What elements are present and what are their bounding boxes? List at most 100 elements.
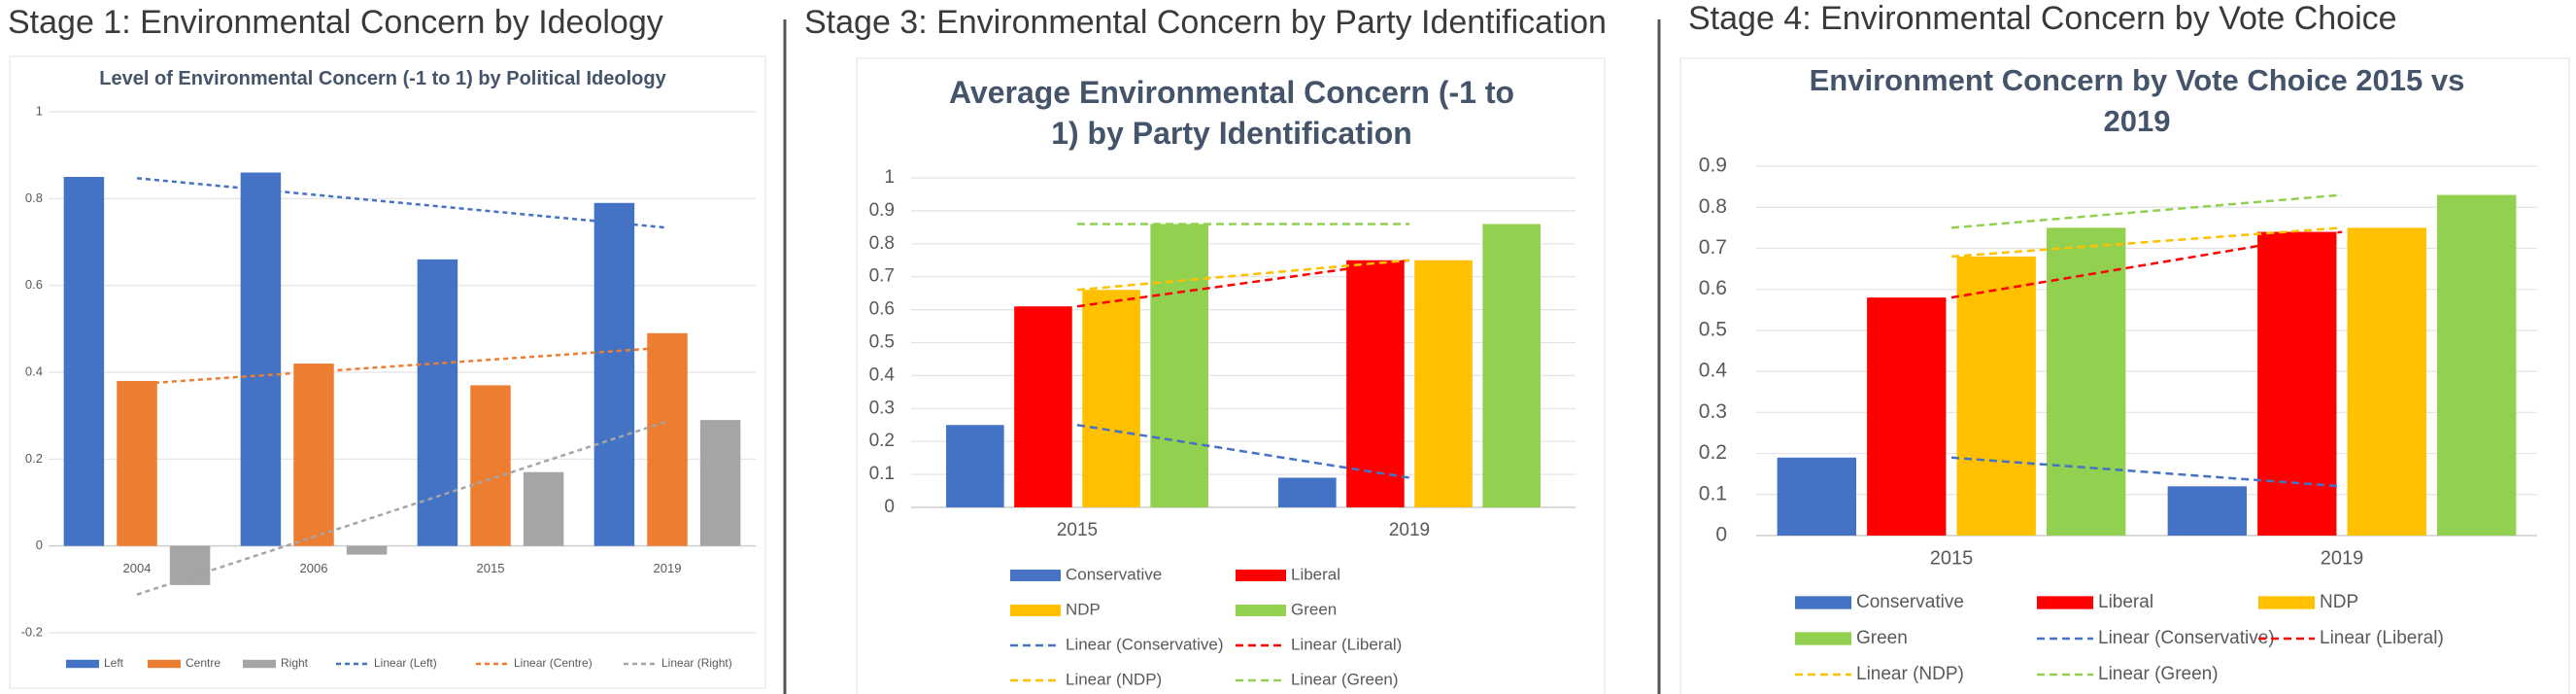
bar bbox=[1278, 477, 1337, 507]
y-tick-label: 0.7 bbox=[869, 266, 895, 287]
y-tick-label: 0.7 bbox=[1699, 236, 1727, 259]
y-tick-label: 0.4 bbox=[25, 364, 43, 378]
bar bbox=[1414, 260, 1473, 507]
bar bbox=[593, 202, 635, 546]
legend-label: Linear (Conservative) bbox=[1066, 635, 1224, 653]
trendline bbox=[136, 346, 668, 386]
y-tick-label: 0.5 bbox=[869, 332, 895, 353]
chart-title: Average Environmental Concern (-1 to 1) … bbox=[948, 75, 1515, 151]
legend-label: Liberal bbox=[2098, 592, 2153, 612]
y-tick-label: 0.6 bbox=[869, 299, 895, 320]
legend-label: Linear (NDP) bbox=[1856, 664, 1964, 684]
legend-label: Right bbox=[281, 656, 309, 670]
legend-label: Linear (Liberal) bbox=[1291, 635, 1402, 653]
trendline bbox=[1950, 456, 2343, 488]
y-tick-label: 0 bbox=[884, 497, 895, 517]
bar bbox=[2167, 486, 2247, 536]
trendline bbox=[1076, 424, 1410, 479]
legend-label: Linear (Green) bbox=[2098, 664, 2219, 684]
x-tick-label: 2006 bbox=[300, 561, 328, 575]
x-tick-label: 2019 bbox=[1389, 520, 1430, 540]
bar bbox=[470, 385, 511, 546]
legend-label: Conservative bbox=[1066, 565, 1162, 583]
legend-label: Green bbox=[1856, 628, 1908, 648]
legend-label: Centre bbox=[186, 656, 220, 670]
legend-label: Green bbox=[1291, 600, 1337, 618]
legend-swatch bbox=[66, 659, 99, 669]
legend-label: Linear (Right) bbox=[661, 656, 732, 670]
trendline bbox=[1950, 226, 2343, 259]
y-tick-label: 0.2 bbox=[25, 451, 43, 466]
bar bbox=[1482, 224, 1541, 507]
bar bbox=[1867, 297, 1947, 536]
legend-swatch bbox=[243, 659, 276, 669]
legend-swatch bbox=[1010, 605, 1061, 616]
legend-swatch bbox=[1010, 570, 1061, 581]
bar bbox=[417, 259, 458, 546]
y-tick-label: 0.3 bbox=[869, 398, 895, 418]
bar bbox=[117, 380, 157, 546]
x-tick-label: 2015 bbox=[1057, 520, 1098, 540]
chart-title: Level of Environmental Concern (-1 to 1)… bbox=[99, 68, 666, 89]
y-tick-label: 0.2 bbox=[869, 431, 895, 451]
bar bbox=[1956, 256, 2036, 536]
y-tick-label: 0 bbox=[36, 538, 43, 552]
chart-title: Environment Concern by Vote Choice 2015 … bbox=[1809, 63, 2465, 138]
y-tick-label: 0.1 bbox=[1699, 482, 1727, 504]
y-tick-label: 0.9 bbox=[869, 200, 895, 221]
y-tick-label: 0.4 bbox=[1699, 360, 1728, 382]
y-tick-label: 0.8 bbox=[869, 233, 895, 254]
legend-label: Linear (Left) bbox=[374, 656, 437, 670]
trendline bbox=[1076, 259, 1410, 308]
y-tick-label: 1 bbox=[884, 167, 895, 188]
legend-label: Linear (Liberal) bbox=[2320, 628, 2444, 648]
trendline bbox=[1950, 193, 2343, 229]
bar bbox=[2437, 194, 2517, 537]
bar bbox=[946, 425, 1004, 507]
bar bbox=[1346, 260, 1405, 507]
bar bbox=[169, 545, 211, 585]
trendline bbox=[1076, 259, 1410, 292]
legend-swatch bbox=[1795, 596, 1851, 609]
y-tick-label: 0.8 bbox=[25, 191, 43, 205]
stage-heading: Stage 1: Environmental Concern by Ideolo… bbox=[8, 4, 663, 41]
y-tick-label: 0.8 bbox=[1699, 195, 1727, 218]
legend-swatch bbox=[1236, 605, 1286, 616]
bar bbox=[523, 471, 564, 546]
y-tick-label: 1 bbox=[36, 103, 43, 118]
bar bbox=[63, 177, 105, 546]
legend-label: Liberal bbox=[1291, 565, 1340, 583]
x-tick-label: 2004 bbox=[123, 561, 152, 575]
bar bbox=[699, 420, 741, 546]
legend-label: Linear (Centre) bbox=[514, 656, 593, 670]
trendline bbox=[136, 420, 668, 596]
legend-label: NDP bbox=[2320, 592, 2358, 612]
x-tick-label: 2019 bbox=[2321, 547, 2364, 569]
y-tick-label: -0.2 bbox=[21, 624, 43, 639]
bar bbox=[293, 364, 334, 546]
y-tick-label: 0.5 bbox=[1699, 318, 1727, 340]
bar bbox=[1150, 224, 1208, 507]
bar bbox=[1082, 290, 1140, 507]
x-tick-label: 2019 bbox=[654, 561, 682, 575]
bar bbox=[2257, 231, 2337, 537]
bar bbox=[1014, 306, 1072, 507]
legend-label: NDP bbox=[1066, 600, 1101, 618]
legend-label: Linear (Conservative) bbox=[2098, 628, 2275, 648]
bar bbox=[1777, 457, 1856, 536]
legend-swatch bbox=[1795, 632, 1851, 645]
y-tick-label: 0.6 bbox=[1699, 277, 1727, 299]
y-tick-label: 0.9 bbox=[1699, 155, 1727, 177]
legend-label: Linear (Green) bbox=[1291, 670, 1399, 688]
stage-heading: Stage 4: Environmental Concern by Vote C… bbox=[1688, 0, 2397, 37]
legend-swatch bbox=[2037, 596, 2093, 609]
bar bbox=[2347, 227, 2426, 537]
y-tick-label: 0.3 bbox=[1699, 400, 1727, 423]
legend-swatch bbox=[1236, 570, 1286, 581]
legend-label: Conservative bbox=[1856, 592, 1964, 612]
y-tick-label: 0.1 bbox=[869, 464, 895, 484]
bar bbox=[240, 172, 282, 546]
legend-swatch bbox=[148, 659, 181, 669]
y-tick-label: 0.2 bbox=[1699, 441, 1727, 464]
